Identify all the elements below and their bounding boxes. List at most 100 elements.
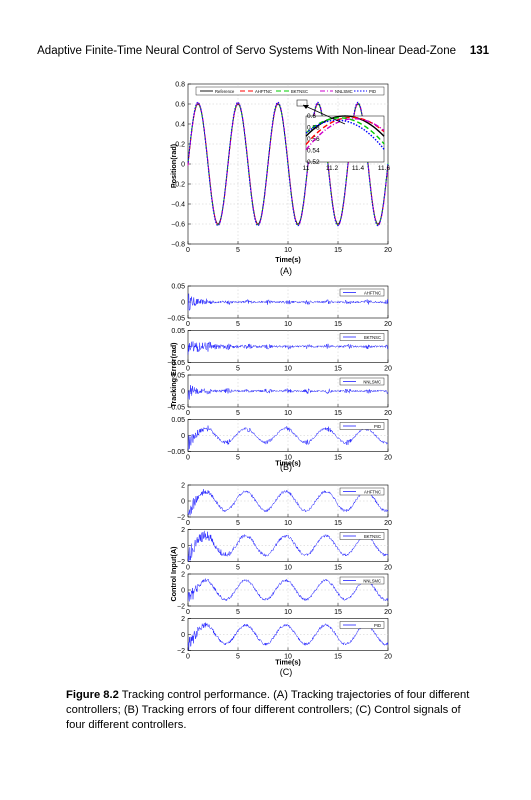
panel-xlabel: Time(s): [275, 658, 301, 667]
y-tick-label: −0.05: [167, 360, 185, 367]
y-tick-label: −0.4: [171, 201, 185, 208]
x-tick-label: 20: [384, 520, 392, 527]
x-tick-label: 15: [334, 455, 342, 462]
x-tick-label: 10: [284, 410, 292, 417]
subplot-legend: PID: [339, 422, 385, 430]
legend-label: PID: [374, 424, 381, 429]
x-tick-label: 10: [284, 455, 292, 462]
panel-xlabel: Time(s): [275, 459, 301, 468]
pid-line: [187, 101, 389, 227]
x-tick-label: 5: [236, 565, 240, 572]
legend-box: [339, 487, 385, 496]
x-tick-label: 10: [284, 520, 292, 527]
legend-label: NNLSMC: [363, 379, 381, 384]
nnlsmc-series: [187, 385, 389, 400]
x-tick-label: 0: [186, 654, 190, 661]
inset-y-tick-label: 0.6: [307, 113, 316, 120]
y-tick-label: −2: [177, 559, 185, 566]
x-tick-label: 15: [334, 565, 342, 572]
panel-a-axes: 0 5 10 15 20 0.8 0.6 0.4 0.2 0 −0.2 −0.4 −0.6 −0.8 Ref…: [169, 81, 392, 276]
x-tick-label: 15: [334, 654, 342, 661]
inset-pointer-arrow: [302, 104, 346, 125]
x-tick-label: 0: [186, 321, 190, 328]
x-tick-label: 10: [284, 654, 292, 661]
legend-box: [339, 621, 385, 629]
subplot-legend: NNLSMC: [339, 377, 385, 386]
y-tick-label: 0: [181, 299, 185, 306]
x-tick-label: 20: [384, 455, 392, 462]
legend-label: BKTNSC: [291, 89, 308, 94]
legend-box: [195, 86, 385, 96]
inset-y-tick-label: 0.54: [307, 148, 320, 155]
subplot-legend: AHFTNC: [339, 288, 385, 297]
panel-label: (B): [280, 462, 292, 472]
y-tick-label: 0: [181, 161, 185, 168]
legend-label: NNLSMC: [363, 578, 381, 583]
y-tick-label: −0.8: [171, 241, 185, 248]
x-tick-label: 5: [236, 520, 240, 527]
nnlsmc-line: [187, 102, 389, 226]
y-tick-label: 0: [181, 632, 185, 639]
x-tick-label: 10: [284, 247, 292, 254]
y-tick-label: 0: [181, 344, 185, 351]
x-tick-label: 5: [236, 654, 240, 661]
y-tick-label: −2: [177, 514, 185, 521]
inset-x-tick-label: 11.4: [352, 165, 365, 172]
x-tick-label: 0: [186, 455, 190, 462]
ahftnc-series: [187, 489, 389, 516]
legend-box: [339, 377, 385, 386]
subplot-legend: AHFTNC: [339, 487, 385, 496]
y-tick-label: −2: [177, 648, 185, 655]
x-tick-label: 15: [334, 321, 342, 328]
x-tick-label: 10: [284, 565, 292, 572]
x-tick-label: 5: [236, 247, 240, 254]
x-tick-label: 20: [384, 321, 392, 328]
pid-series: [187, 622, 389, 651]
bktnsc-series: [187, 341, 389, 355]
legend-box: [339, 532, 385, 540]
y-tick-label: −0.05: [167, 315, 185, 322]
legend-box: [339, 333, 385, 341]
inset-x-tick-label: 11.6: [378, 165, 391, 172]
y-tick-label: 0: [181, 388, 185, 395]
legend-label: BKTNSC: [364, 534, 381, 539]
y-tick-label: 0.6: [175, 101, 185, 108]
x-tick-label: 0: [186, 366, 190, 373]
inset-x-tick-label: 11.2: [326, 165, 339, 172]
panel-ylabel: Control Input(A): [169, 546, 178, 602]
x-tick-label: 15: [334, 609, 342, 616]
running-head: Adaptive Finite-Time Neural Control of S…: [37, 45, 456, 57]
y-tick-label: 0: [181, 498, 185, 505]
y-tick-label: 2: [181, 482, 185, 489]
subplot-legend: BKTNSC: [339, 333, 385, 341]
x-tick-label: 20: [384, 247, 392, 254]
pid-line-inset: [305, 119, 385, 150]
subplot-legend: PID: [339, 621, 385, 629]
subplot-legend: NNLSMC: [339, 576, 385, 585]
page-number: 131: [469, 45, 489, 57]
y-tick-label: −0.05: [167, 449, 185, 456]
figure-label: Figure 8.2: [66, 689, 119, 701]
x-tick-label: 5: [236, 455, 240, 462]
x-tick-label: 10: [284, 321, 292, 328]
y-tick-label: 0.05: [171, 372, 185, 379]
panel-ylabel: Tracking Error(rad): [169, 342, 178, 408]
panel-a-ylabel: Position(rad): [169, 143, 178, 188]
y-tick-label: −0.6: [171, 221, 185, 228]
x-tick-label: 5: [236, 609, 240, 616]
x-tick-label: 20: [384, 410, 392, 417]
y-tick-label: −0.2: [171, 181, 185, 188]
x-tick-label: 0: [186, 520, 190, 527]
y-tick-label: 0.05: [171, 417, 185, 424]
x-tick-label: 20: [384, 609, 392, 616]
panel-a-legend: Reference AHFTNC BKTNSC NNLSMC PID: [195, 86, 385, 96]
legend-label: PID: [374, 623, 381, 628]
y-tick-label: −2: [177, 603, 185, 610]
legend-label: AHFTNC: [364, 290, 381, 295]
y-tick-label: 0: [181, 433, 185, 440]
x-tick-label: 15: [334, 366, 342, 373]
